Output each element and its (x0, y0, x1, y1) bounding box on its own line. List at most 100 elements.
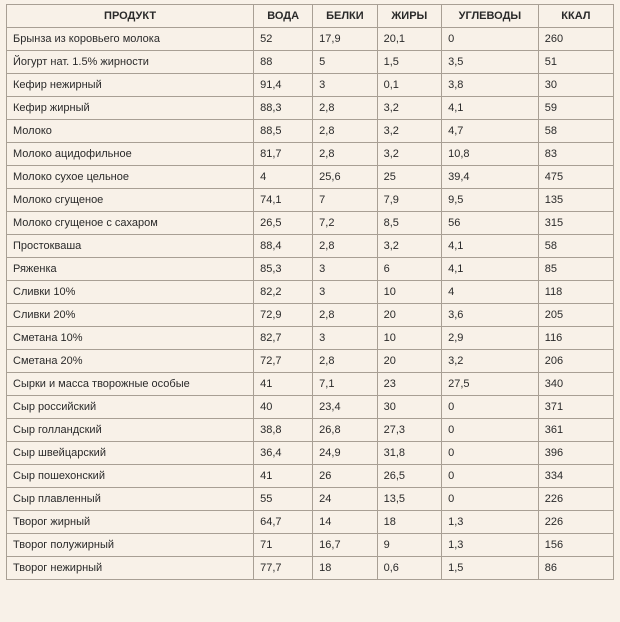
cell-value: 226 (538, 511, 613, 534)
cell-value: 52 (254, 28, 313, 51)
cell-value: 71 (254, 534, 313, 557)
cell-product: Сметана 20% (7, 350, 254, 373)
cell-value: 64,7 (254, 511, 313, 534)
cell-value: 23,4 (313, 396, 377, 419)
cell-value: 0 (442, 488, 539, 511)
cell-value: 36,4 (254, 442, 313, 465)
cell-value: 58 (538, 120, 613, 143)
cell-value: 88,4 (254, 235, 313, 258)
cell-value: 226 (538, 488, 613, 511)
cell-value: 371 (538, 396, 613, 419)
cell-value: 396 (538, 442, 613, 465)
cell-product: Молоко ацидофильное (7, 143, 254, 166)
cell-value: 41 (254, 373, 313, 396)
cell-value: 4,7 (442, 120, 539, 143)
cell-value: 27,3 (377, 419, 441, 442)
cell-value: 7,9 (377, 189, 441, 212)
cell-value: 72,7 (254, 350, 313, 373)
cell-product: Сырки и масса творожные особые (7, 373, 254, 396)
table-row: Сливки 10%82,23104118 (7, 281, 614, 304)
cell-value: 91,4 (254, 74, 313, 97)
cell-value: 17,9 (313, 28, 377, 51)
cell-value: 334 (538, 465, 613, 488)
cell-value: 31,8 (377, 442, 441, 465)
cell-value: 83 (538, 143, 613, 166)
table-row: Йогурт нат. 1.5% жирности8851,53,551 (7, 51, 614, 74)
cell-value: 340 (538, 373, 613, 396)
cell-value: 7 (313, 189, 377, 212)
cell-value: 14 (313, 511, 377, 534)
table-row: Творог нежирный77,7180,61,586 (7, 557, 614, 580)
table-row: Сырки и масса творожные особые417,12327,… (7, 373, 614, 396)
cell-product: Сыр плавленный (7, 488, 254, 511)
table-row: Ряженка85,3364,185 (7, 258, 614, 281)
table-row: Сметана 10%82,73102,9116 (7, 327, 614, 350)
cell-value: 3,2 (377, 235, 441, 258)
table-header: ПРОДУКТ ВОДА БЕЛКИ ЖИРЫ УГЛЕВОДЫ ККАЛ (7, 5, 614, 28)
cell-value: 8,5 (377, 212, 441, 235)
col-header-protein: БЕЛКИ (313, 5, 377, 28)
col-header-fat: ЖИРЫ (377, 5, 441, 28)
cell-product: Творог жирный (7, 511, 254, 534)
cell-product: Молоко сухое цельное (7, 166, 254, 189)
cell-value: 20 (377, 350, 441, 373)
cell-value: 26,5 (377, 465, 441, 488)
table-body: Брынза из коровьего молока5217,920,10260… (7, 28, 614, 580)
cell-value: 205 (538, 304, 613, 327)
table-row: Сливки 20%72,92,8203,6205 (7, 304, 614, 327)
cell-value: 38,8 (254, 419, 313, 442)
cell-value: 4,1 (442, 97, 539, 120)
cell-product: Кефир жирный (7, 97, 254, 120)
cell-value: 315 (538, 212, 613, 235)
cell-value: 88,3 (254, 97, 313, 120)
cell-value: 85,3 (254, 258, 313, 281)
cell-product: Простокваша (7, 235, 254, 258)
nutrition-table-container: ПРОДУКТ ВОДА БЕЛКИ ЖИРЫ УГЛЕВОДЫ ККАЛ Бр… (0, 0, 620, 590)
cell-value: 361 (538, 419, 613, 442)
cell-value: 82,7 (254, 327, 313, 350)
cell-value: 3 (313, 74, 377, 97)
cell-value: 56 (442, 212, 539, 235)
cell-value: 10 (377, 327, 441, 350)
cell-product: Творог полужирный (7, 534, 254, 557)
cell-product: Ряженка (7, 258, 254, 281)
cell-value: 156 (538, 534, 613, 557)
cell-value: 3,8 (442, 74, 539, 97)
cell-value: 2,8 (313, 120, 377, 143)
cell-value: 86 (538, 557, 613, 580)
cell-value: 23 (377, 373, 441, 396)
cell-product: Сметана 10% (7, 327, 254, 350)
table-row: Творог жирный64,714181,3226 (7, 511, 614, 534)
cell-value: 2,8 (313, 97, 377, 120)
table-row: Творог полужирный7116,791,3156 (7, 534, 614, 557)
cell-value: 4 (442, 281, 539, 304)
cell-value: 3 (313, 281, 377, 304)
cell-value: 3,6 (442, 304, 539, 327)
table-row: Сыр голландский38,826,827,30361 (7, 419, 614, 442)
cell-value: 51 (538, 51, 613, 74)
cell-value: 2,8 (313, 304, 377, 327)
cell-value: 40 (254, 396, 313, 419)
col-header-product: ПРОДУКТ (7, 5, 254, 28)
table-row: Молоко сухое цельное425,62539,4475 (7, 166, 614, 189)
cell-product: Кефир нежирный (7, 74, 254, 97)
cell-value: 24,9 (313, 442, 377, 465)
cell-value: 88 (254, 51, 313, 74)
cell-value: 7,1 (313, 373, 377, 396)
cell-product: Молоко сгущеное с сахаром (7, 212, 254, 235)
cell-value: 27,5 (442, 373, 539, 396)
cell-product: Молоко сгущеное (7, 189, 254, 212)
cell-value: 59 (538, 97, 613, 120)
col-header-water: ВОДА (254, 5, 313, 28)
table-row: Молоко сгущеное с сахаром26,57,28,556315 (7, 212, 614, 235)
cell-value: 39,4 (442, 166, 539, 189)
cell-value: 24 (313, 488, 377, 511)
cell-value: 3,2 (442, 350, 539, 373)
cell-value: 9 (377, 534, 441, 557)
table-row: Молоко сгущеное74,177,99,5135 (7, 189, 614, 212)
cell-product: Сыр российский (7, 396, 254, 419)
cell-product: Сыр швейцарский (7, 442, 254, 465)
cell-value: 3,2 (377, 97, 441, 120)
cell-value: 26,5 (254, 212, 313, 235)
cell-value: 25,6 (313, 166, 377, 189)
